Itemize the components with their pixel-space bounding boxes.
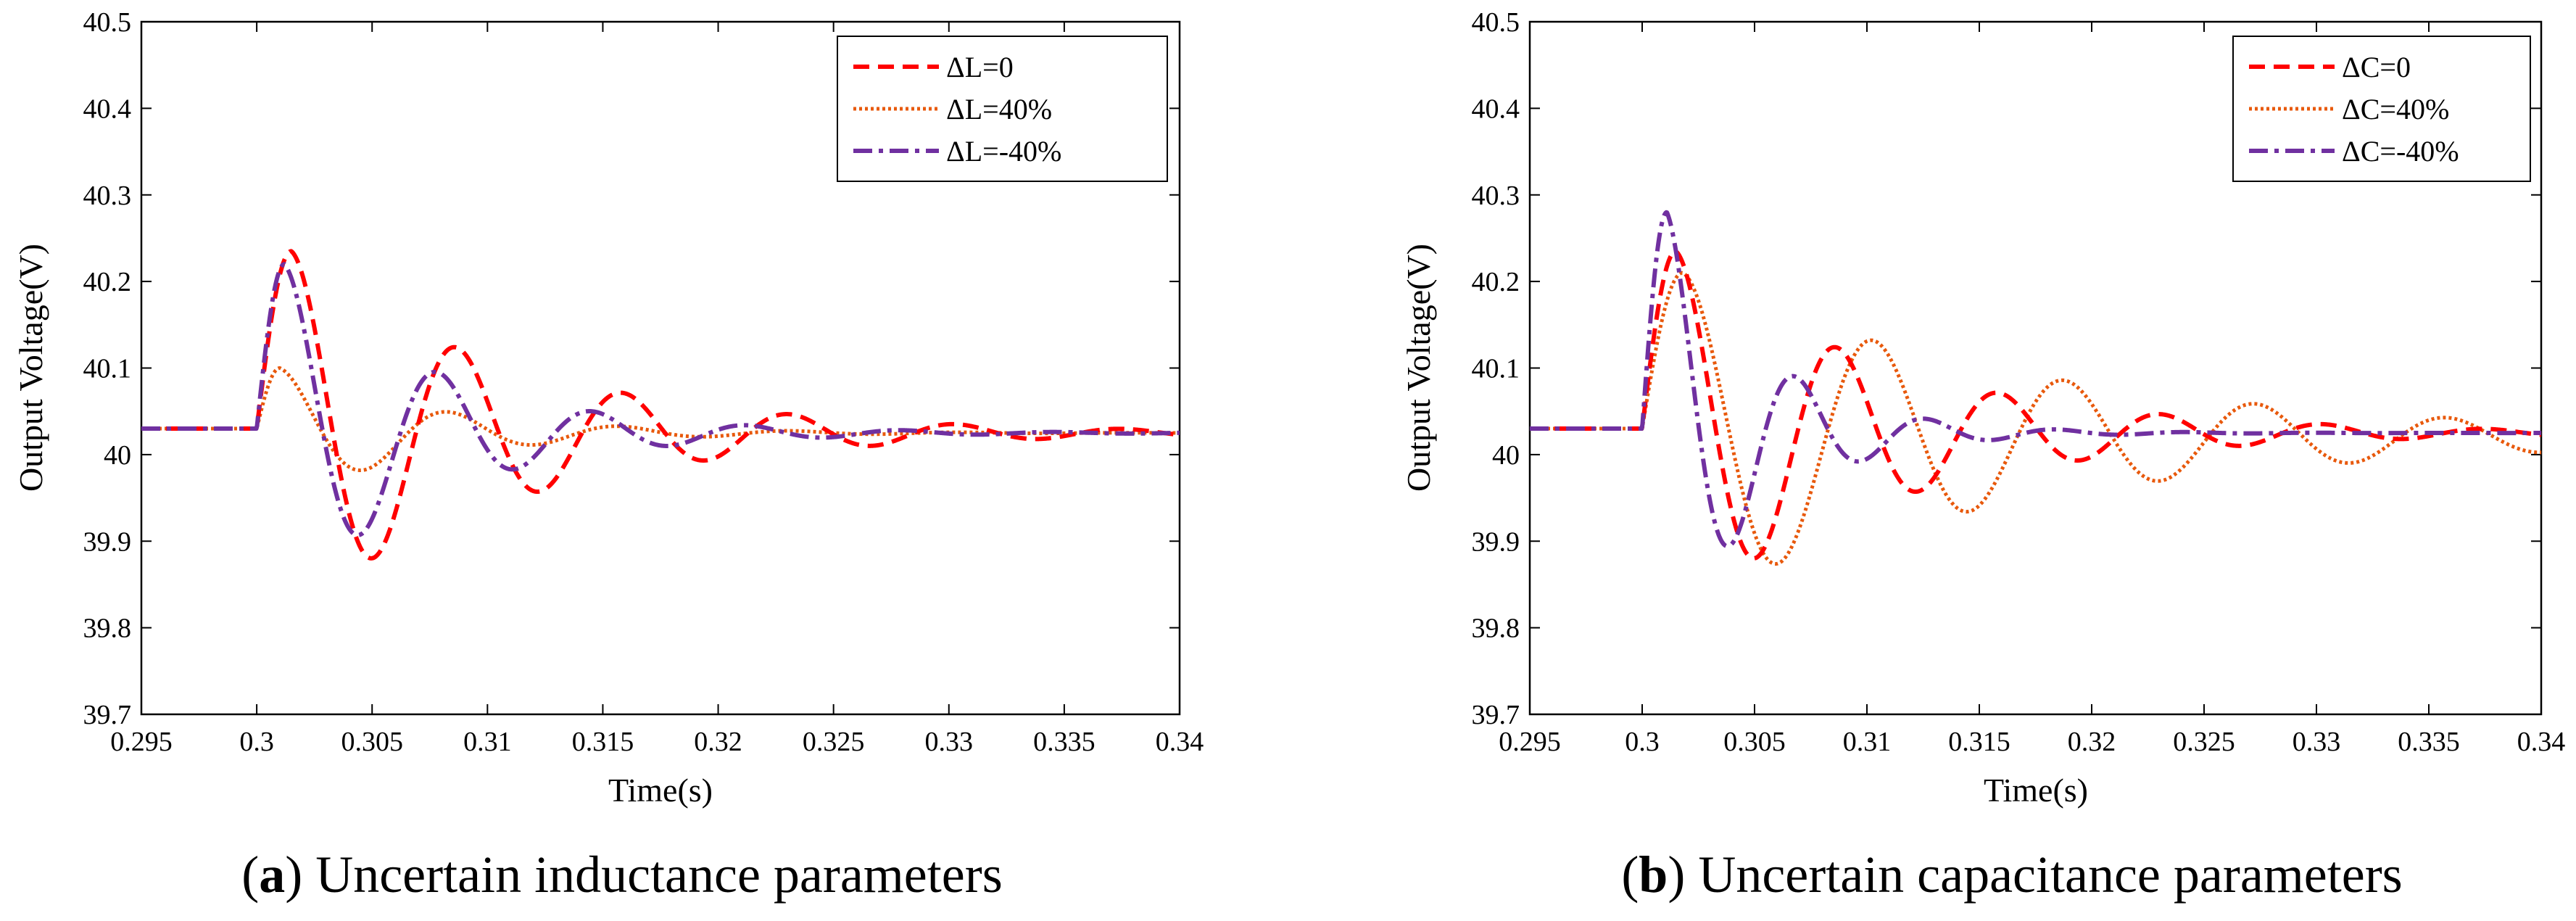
y-tick-label: 39.8 (83, 614, 132, 644)
panel-a-y-ticks: 39.7 39.8 39.9 40 40.1 40.2 40.3 40.4 40.5 (83, 7, 1180, 730)
x-tick-label: 0.305 (341, 727, 403, 757)
x-tick-label: 0.33 (2293, 727, 2341, 757)
y-tick-label: 40.3 (83, 181, 132, 211)
panel-a: 0.295 0.3 0.305 0.31 0.315 0.32 0.325 0.33 0.335… (12, 7, 1204, 904)
legend-label: ΔC=-40% (2342, 135, 2459, 168)
x-tick-label: 0.335 (2398, 727, 2460, 757)
series-line-dashdot (1528, 210, 2543, 549)
panel-a-caption: (a) Uncertain inductance parameters (241, 846, 1002, 904)
panel-b-y-ticks: 39.7 39.8 39.9 40 40.1 40.2 40.3 40.4 40.5 (1472, 7, 2541, 730)
y-tick-label: 40.1 (1472, 354, 1520, 384)
y-tick-label: 40.3 (1472, 181, 1520, 211)
y-tick-label: 39.9 (83, 526, 132, 557)
panel-b: 0.295 0.3 0.305 0.31 0.315 0.32 0.325 0.33 0.335… (1400, 7, 2565, 904)
panel-b-x-ticks: 0.295 0.3 0.305 0.31 0.315 0.32 0.325 0.33 0.335… (1499, 22, 2565, 757)
legend-label: ΔL=40% (946, 93, 1052, 125)
x-tick-label: 0.295 (1499, 727, 1561, 757)
panel-a-caption-letter: a (259, 846, 285, 904)
y-tick-label: 40.2 (83, 267, 132, 297)
x-tick-label: 0.3 (1625, 727, 1660, 757)
y-tick-label: 39.8 (1472, 614, 1520, 644)
x-tick-label: 0.31 (463, 727, 512, 757)
panel-a-x-label: Time(s) (608, 772, 713, 809)
panel-b-caption-letter: b (1639, 846, 1668, 904)
panel-b-series (1528, 210, 2543, 566)
y-tick-label: 40 (104, 440, 131, 471)
x-tick-label: 0.3 (239, 727, 274, 757)
panel-a-caption-text: ) Uncertain inductance parameters (285, 846, 1002, 904)
x-tick-label: 0.34 (1156, 727, 1204, 757)
y-tick-label: 40.2 (1472, 267, 1520, 297)
panel-a-series (140, 249, 1181, 561)
panel-b-caption-text: ) Uncertain capacitance parameters (1668, 846, 2402, 904)
series-line-dashed (140, 249, 1181, 561)
y-tick-label: 40.1 (83, 354, 132, 384)
legend-label: ΔC=40% (2342, 93, 2449, 125)
x-tick-label: 0.335 (1033, 727, 1096, 757)
x-tick-label: 0.295 (110, 727, 173, 757)
legend-box (837, 36, 1168, 182)
y-tick-label: 40.4 (1472, 94, 1520, 124)
panel-b-caption-open: ( (1621, 846, 1639, 904)
panel-a-y-label: Output Voltage(V) (12, 244, 49, 492)
y-tick-label: 39.7 (1472, 700, 1520, 730)
x-tick-label: 0.315 (1948, 727, 2010, 757)
x-tick-label: 0.33 (925, 727, 974, 757)
x-tick-label: 0.325 (803, 727, 865, 757)
panel-b-caption: (b) Uncertain capacitance parameters (1621, 846, 2402, 904)
x-tick-label: 0.31 (1843, 727, 1892, 757)
y-tick-label: 40.5 (83, 7, 132, 38)
y-tick-label: 39.9 (1472, 526, 1520, 557)
series-line-dashdot (140, 262, 1181, 537)
x-tick-label: 0.32 (694, 727, 742, 757)
y-tick-label: 40.4 (83, 94, 132, 124)
panel-a-x-ticks: 0.295 0.3 0.305 0.31 0.315 0.32 0.325 0.33 0.335… (110, 22, 1204, 757)
legend-label: ΔL=0 (946, 51, 1014, 83)
panel-a-caption-open: ( (241, 846, 259, 904)
x-tick-label: 0.315 (572, 727, 634, 757)
series-line-dotted (140, 366, 1181, 473)
x-tick-label: 0.325 (2173, 727, 2235, 757)
legend-label: ΔL=-40% (946, 135, 1061, 168)
y-tick-label: 39.7 (83, 700, 132, 730)
panel-a-legend: ΔL=0 ΔL=40% ΔL=-40% (837, 36, 1168, 182)
panel-b-y-label: Output Voltage(V) (1400, 244, 1437, 492)
x-tick-label: 0.32 (2068, 727, 2116, 757)
legend-label: ΔC=0 (2342, 51, 2411, 83)
panel-b-x-label: Time(s) (1984, 772, 2088, 809)
series-line-dashed (1528, 249, 2543, 561)
y-tick-label: 40.5 (1472, 7, 1520, 38)
x-tick-label: 0.305 (1723, 727, 1786, 757)
legend-box (2232, 36, 2531, 182)
y-tick-label: 40 (1492, 440, 1520, 471)
series-line-dotted (1528, 270, 2543, 566)
x-tick-label: 0.34 (2517, 727, 2566, 757)
panel-b-legend: ΔC=0 ΔC=40% ΔC=-40% (2232, 36, 2531, 182)
